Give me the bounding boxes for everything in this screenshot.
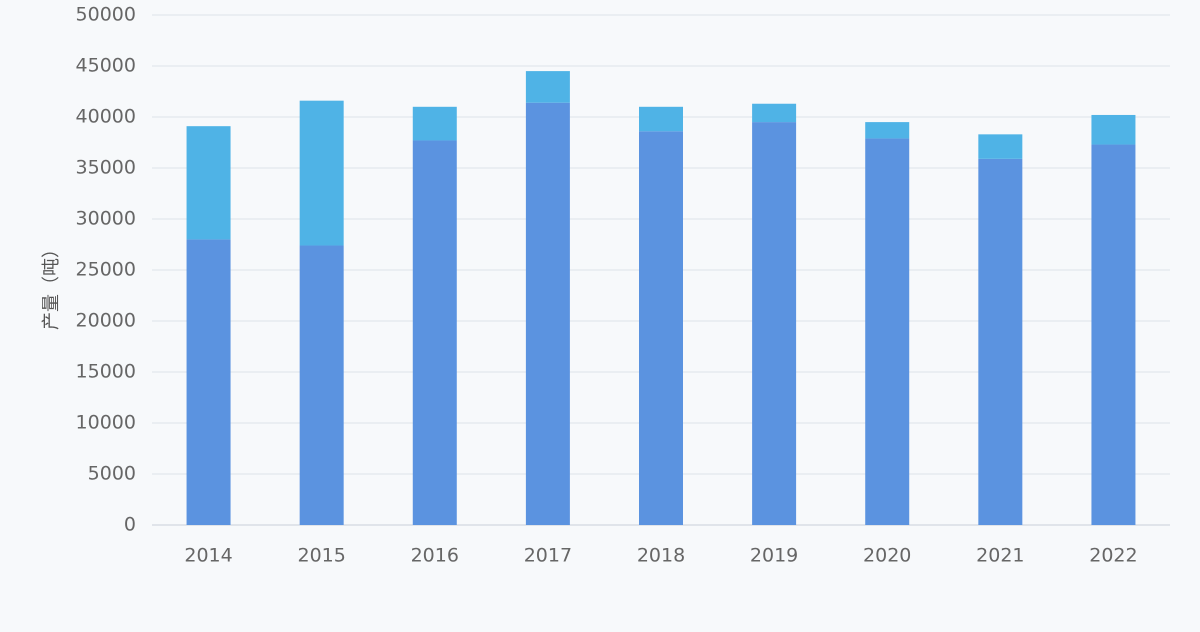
x-tick-label: 2019 <box>750 545 798 567</box>
bar-segment-2021-lower <box>978 158 1023 525</box>
bar-segment-2015-lower <box>299 245 344 525</box>
x-tick-label: 2018 <box>637 545 685 567</box>
bar-segment-2019-lower <box>752 122 797 525</box>
bar-segment-2018-upper <box>639 106 683 132</box>
y-tick-label: 15000 <box>76 361 136 383</box>
x-axis-ticks: 2014 2015 2016 2017 2018 2019 2020 2021 2022 <box>184 545 1137 567</box>
bar-segment-2019-upper <box>752 103 797 123</box>
bar-segment-2016-upper <box>412 106 457 141</box>
x-tick-label: 2020 <box>863 545 911 567</box>
y-tick-label: 10000 <box>76 412 136 434</box>
y-axis-ticks: 0 5000 10000 15000 20000 25000 30000 35000 40000… <box>76 4 136 536</box>
y-tick-label: 30000 <box>76 208 136 230</box>
x-tick-label: 2021 <box>976 545 1024 567</box>
y-axis-label: 产量（吨） <box>41 240 62 330</box>
y-tick-label: 5000 <box>88 463 136 485</box>
bar-segment-2017-lower <box>525 102 570 525</box>
y-tick-label: 50000 <box>76 4 136 26</box>
bar-segment-2014-upper <box>186 126 231 240</box>
y-tick-label: 20000 <box>76 310 136 332</box>
bars <box>186 71 1136 526</box>
bar-segment-2021-upper <box>978 134 1023 159</box>
x-tick-label: 2014 <box>184 545 232 567</box>
bar-segment-2018-lower <box>639 131 683 525</box>
x-tick-label: 2017 <box>524 545 572 567</box>
y-tick-label: 0 <box>124 514 136 536</box>
bar-segment-2017-upper <box>525 71 570 103</box>
y-tick-label: 35000 <box>76 157 136 179</box>
y-tick-label: 45000 <box>76 55 136 77</box>
bar-segment-2014-lower <box>186 239 231 525</box>
bar-segment-2016-lower <box>412 140 457 525</box>
x-tick-label: 2015 <box>297 545 345 567</box>
bar-segment-2022-upper <box>1091 114 1136 145</box>
x-tick-label: 2022 <box>1089 545 1137 567</box>
bar-segment-2022-lower <box>1091 144 1136 526</box>
x-tick-label: 2016 <box>411 545 459 567</box>
bar-segment-2020-lower <box>865 138 910 526</box>
y-tick-label: 25000 <box>76 259 136 281</box>
y-tick-label: 40000 <box>76 106 136 128</box>
bar-segment-2015-upper <box>299 100 344 246</box>
bar-segment-2020-upper <box>865 122 910 139</box>
